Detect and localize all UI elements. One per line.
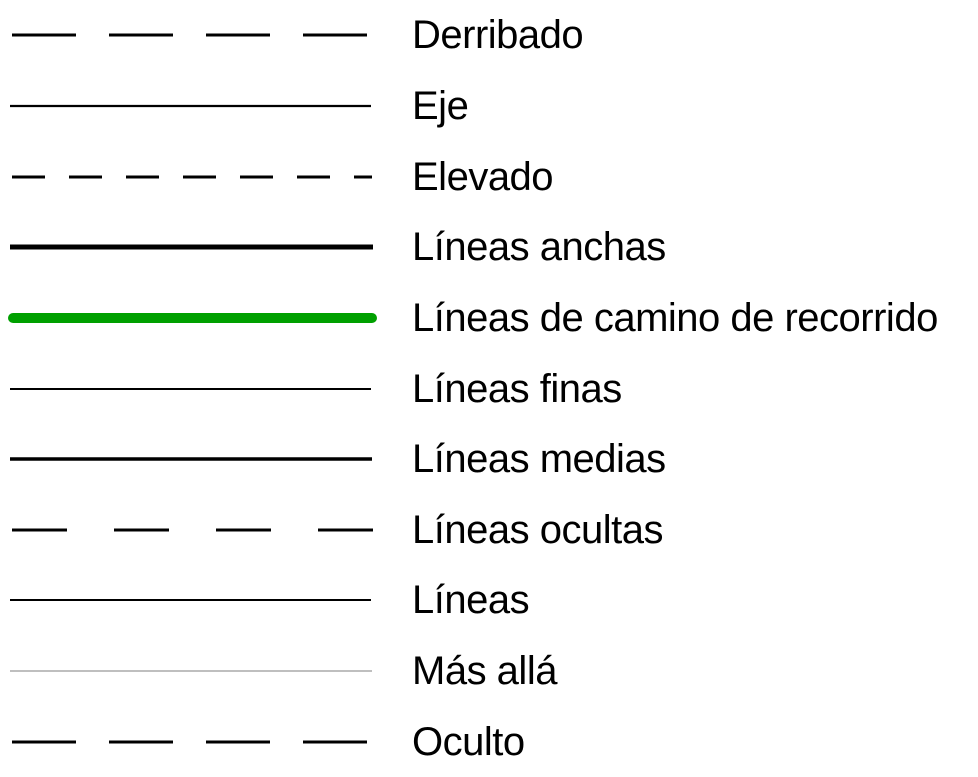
legend-row: Oculto (0, 706, 978, 777)
line-style-sample-icon (12, 528, 373, 532)
legend-row: Líneas finas (0, 353, 978, 424)
legend-item-label: Líneas medias (412, 437, 666, 482)
legend-item-label: Líneas (412, 578, 530, 623)
legend-row: Eje (0, 71, 978, 142)
line-style-sample-icon (8, 312, 377, 323)
line-style-sample-icon (12, 175, 372, 179)
legend-row: Líneas medias (0, 424, 978, 495)
line-style-sample-icon (10, 670, 372, 673)
legend-row: Líneas ocultas (0, 494, 978, 565)
legend-item-label: Derribado (412, 13, 584, 58)
legend-row: Elevado (0, 141, 978, 212)
line-style-sample-icon (10, 244, 373, 250)
legend-row: Líneas de camino de recorrido (0, 283, 978, 354)
line-style-sample-icon (10, 104, 371, 108)
legend-item-label: Líneas ocultas (412, 507, 663, 552)
line-style-sample-icon (10, 599, 371, 602)
legend-item-label: Elevado (412, 154, 554, 199)
legend-row: Más allá (0, 636, 978, 707)
line-style-sample-icon (10, 387, 371, 390)
legend-item-label: Líneas anchas (412, 225, 666, 270)
legend-row: Derribado (0, 0, 978, 71)
line-style-sample-icon (12, 33, 372, 37)
line-style-sample-icon (10, 457, 372, 461)
legend-item-label: Líneas finas (412, 366, 622, 411)
legend-row: Líneas anchas (0, 212, 978, 283)
legend-item-label: Más allá (412, 649, 557, 694)
legend-item-label: Líneas de camino de recorrido (412, 295, 938, 340)
legend-item-label: Eje (412, 83, 469, 128)
legend-row: Líneas (0, 565, 978, 636)
line-style-sample-icon (12, 740, 372, 744)
legend-item-label: Oculto (412, 719, 525, 764)
